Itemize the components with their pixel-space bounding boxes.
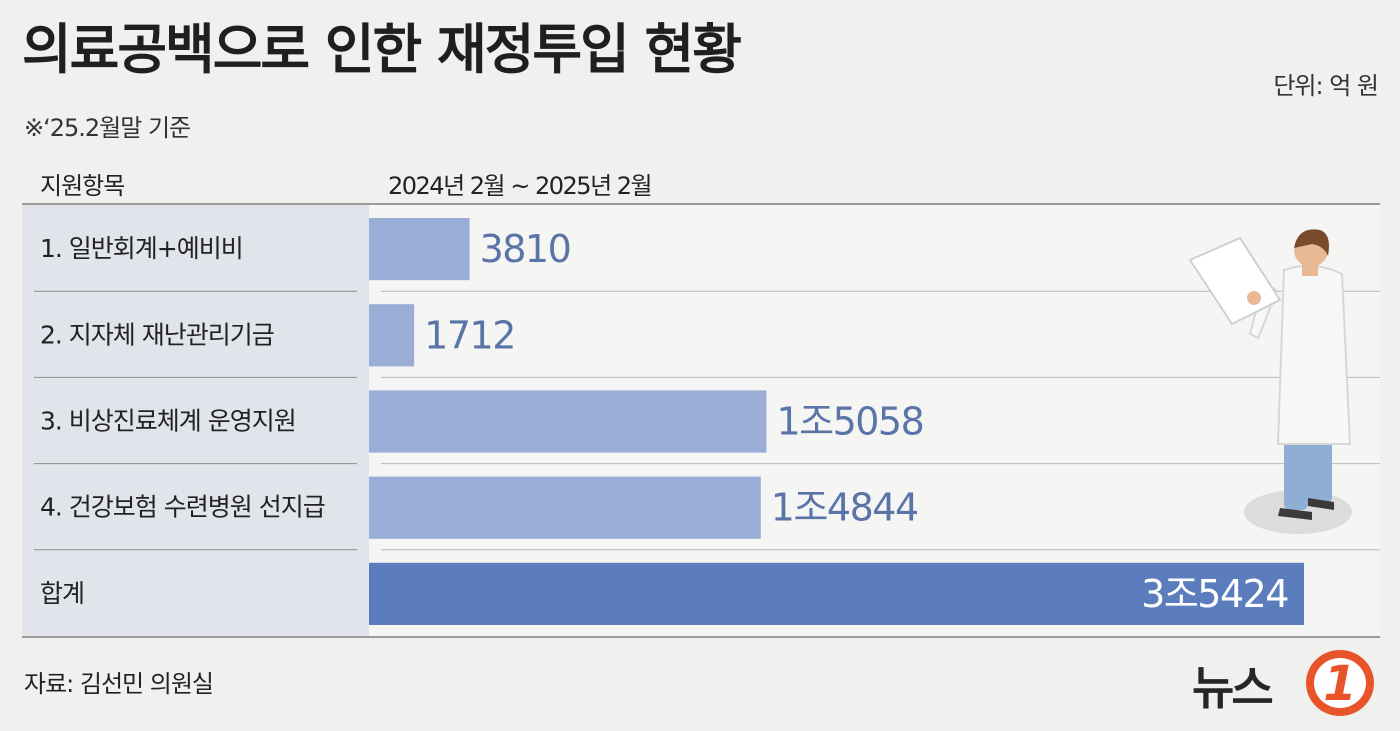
category-panel	[22, 205, 369, 636]
category-label: 1. 일반회계+예비비	[40, 234, 243, 263]
logo-mark-icon: 1	[1306, 650, 1374, 716]
column-header-period: 2024년 2월 ~ 2025년 2월	[388, 172, 653, 200]
value-label: 3조5424	[1141, 572, 1288, 616]
total-bar	[369, 562, 1304, 625]
category-label: 2. 지자체 재난관리기금	[40, 320, 274, 349]
news1-logo: 뉴스 1	[1192, 648, 1384, 718]
category-label: 합계	[40, 579, 84, 608]
logo-mark-text: 1	[1323, 656, 1356, 712]
value-label: 1712	[424, 313, 515, 357]
category-label: 4. 건강보험 수련병원 선지급	[40, 493, 325, 522]
value-label: 1조4844	[771, 486, 918, 530]
footer-divider	[22, 636, 1380, 638]
value-label: 1조5058	[776, 400, 923, 444]
bar	[369, 476, 761, 539]
bar	[369, 390, 767, 453]
doctor-illustration	[1188, 229, 1352, 534]
unit-label: 단위: 억 원	[1273, 72, 1379, 100]
bar	[369, 304, 415, 367]
category-label: 3. 비상진료체계 운영지원	[40, 407, 296, 436]
bar	[369, 218, 470, 281]
column-header-item: 지원항목	[40, 172, 125, 200]
value-label: 3810	[480, 227, 571, 271]
source-note: 자료: 김선민 의원실	[24, 670, 214, 698]
chart-title: 의료공백으로 인한 재정투입 현황	[22, 18, 742, 81]
chart-subtitle: ※‘25.2월말 기준	[24, 114, 191, 142]
logo-text: 뉴스	[1192, 661, 1274, 715]
header-divider	[22, 203, 1380, 205]
